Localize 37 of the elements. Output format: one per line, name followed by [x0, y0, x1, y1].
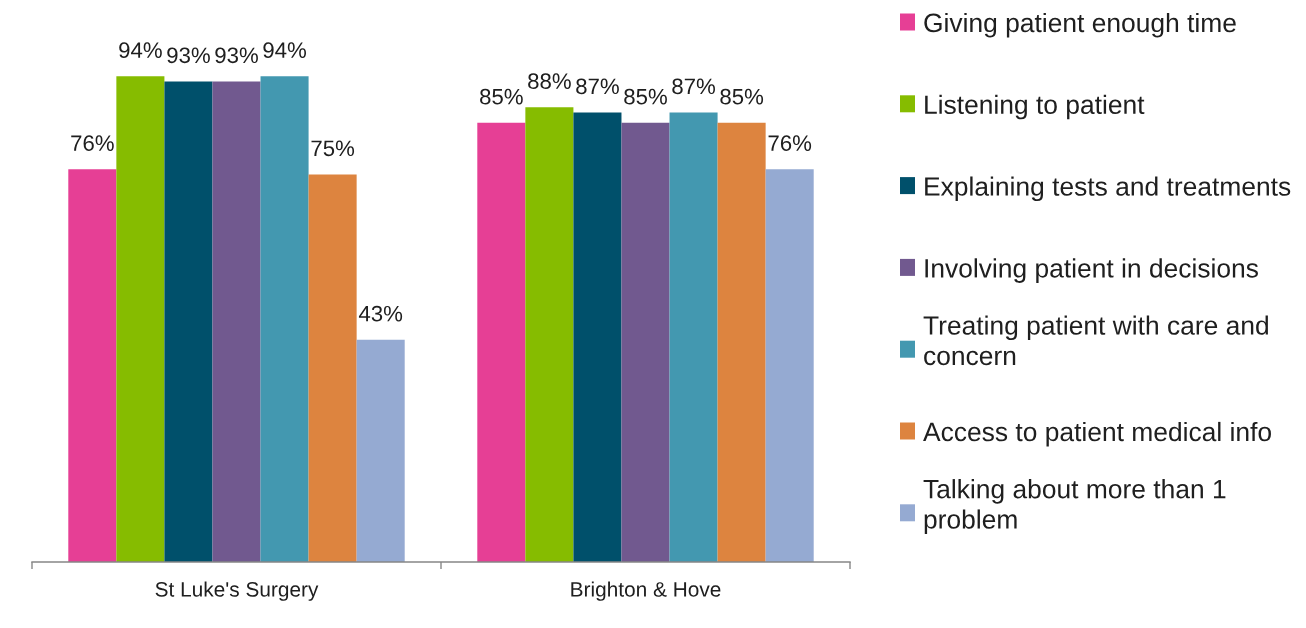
- bar: [116, 76, 165, 562]
- data-label: 93%: [167, 47, 210, 64]
- x-tick-label: Brighton & Hove: [571, 581, 721, 601]
- bar: [621, 122, 670, 562]
- bar: [717, 122, 766, 562]
- x-tick-label: St Luke's Surgery: [155, 581, 319, 601]
- bar: [525, 107, 574, 562]
- data-label: 93%: [215, 47, 258, 64]
- data-label: 85%: [624, 88, 667, 105]
- bar: [68, 169, 117, 562]
- data-label: 87%: [672, 78, 716, 95]
- data-label: 76%: [71, 135, 114, 152]
- data-label: 76%: [768, 135, 812, 152]
- data-label: 94%: [263, 42, 307, 58]
- legend-label: Talking about more than 1 problem: [923, 479, 1226, 535]
- legend-label: Treating patient with care and concern: [923, 315, 1268, 366]
- data-label: 88%: [528, 73, 571, 90]
- data-label: 87%: [576, 78, 619, 95]
- data-label: 85%: [480, 88, 523, 105]
- bar: [573, 112, 622, 562]
- bar: [164, 81, 213, 562]
- bar: [212, 81, 261, 562]
- legend-label: Listening to patient: [925, 94, 1145, 120]
- bar: [356, 339, 405, 562]
- bar: [308, 174, 357, 562]
- bar: [477, 122, 526, 562]
- legend-label: Giving patient enough time: [924, 12, 1236, 38]
- bar: [260, 76, 309, 562]
- bar: [765, 169, 814, 562]
- bar: [669, 112, 718, 562]
- legend-label: Involving patient in decisions: [925, 258, 1258, 283]
- legend-label: Access to patient medical info: [923, 421, 1271, 447]
- data-label: 75%: [311, 140, 355, 157]
- data-label: 85%: [720, 88, 764, 105]
- data-label: 43%: [358, 305, 403, 322]
- legend-label: Explaining tests and treatments: [925, 176, 1291, 202]
- data-label: 94%: [119, 42, 162, 58]
